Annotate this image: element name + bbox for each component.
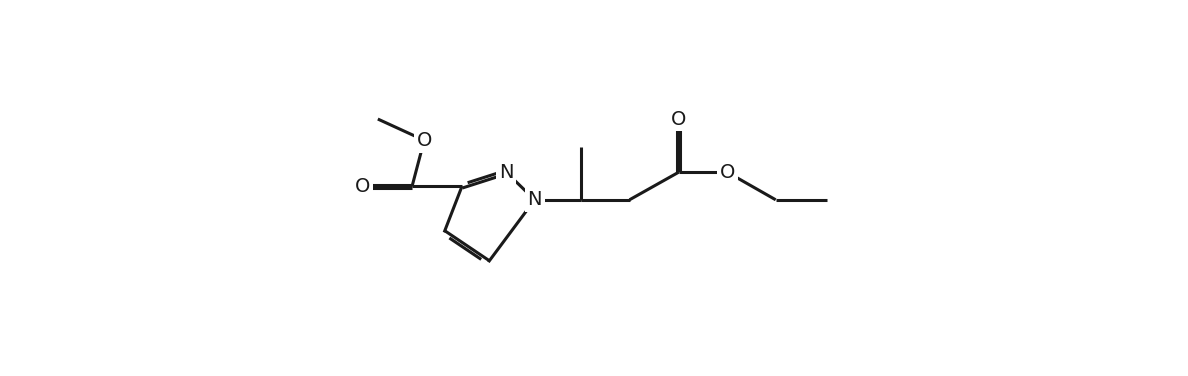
Text: O: O	[671, 109, 687, 129]
Text: O: O	[417, 131, 432, 150]
Text: O: O	[354, 177, 369, 196]
Text: N: N	[499, 163, 513, 182]
Text: N: N	[527, 190, 542, 209]
Text: O: O	[720, 163, 735, 182]
